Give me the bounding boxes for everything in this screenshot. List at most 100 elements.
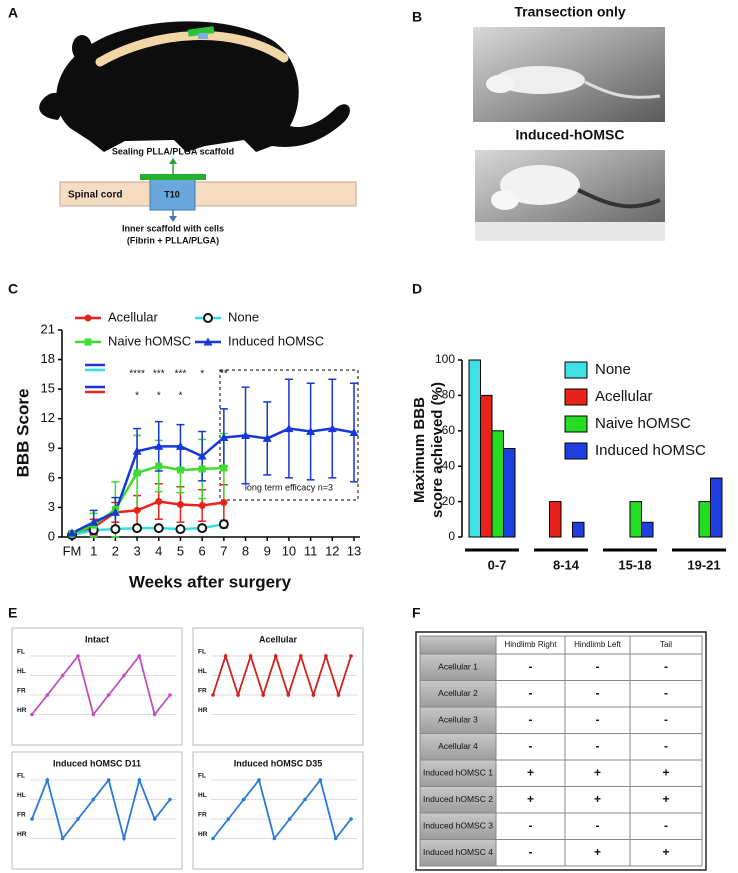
x-axis-label: Weeks after surgery [129, 572, 292, 591]
gait-level-label: HL [198, 792, 207, 799]
row-header-cell [419, 759, 497, 787]
marker [110, 524, 121, 535]
row-header-cell [419, 812, 497, 840]
gait-line [31, 777, 171, 843]
gait-box [192, 751, 364, 870]
gait-point [261, 693, 265, 697]
y-tick-label: 6 [48, 469, 55, 484]
x-tick-label: 2 [112, 543, 119, 558]
bar [629, 501, 642, 538]
row-label: Induced hOMSC 3 [423, 821, 493, 831]
x-tick-label: 10 [282, 543, 296, 558]
marker [197, 523, 208, 534]
table-value: - [529, 686, 533, 700]
x-tick-label: 11 [304, 543, 318, 558]
gait-line [31, 654, 171, 717]
legend-marker [84, 314, 92, 322]
panel-letter: A [8, 5, 18, 21]
table-cell [564, 653, 631, 681]
y-tick-label: 80 [442, 388, 456, 402]
table-cell [564, 839, 631, 867]
table-value: - [664, 659, 668, 673]
table-cell [495, 759, 566, 787]
row-label: Acellular 4 [438, 741, 478, 751]
gait-point [349, 817, 353, 821]
gait-point [336, 693, 341, 697]
y-tick-label: 15 [41, 381, 55, 396]
table-cell [495, 733, 566, 761]
table-cell [629, 733, 703, 761]
bar [491, 430, 504, 538]
row-label: Acellular 3 [438, 715, 478, 725]
y-axis-label: Maximum BBB [411, 397, 428, 503]
bar [468, 359, 481, 538]
y-tick-label: 0 [48, 528, 55, 543]
gait-point [324, 654, 328, 658]
gait-point [152, 712, 157, 717]
photo-caption: Induced-hOMSC [516, 127, 625, 143]
marker [198, 465, 206, 473]
table-value: + [594, 765, 601, 779]
x-tick-label: 12 [325, 543, 339, 558]
gait-point [60, 836, 65, 841]
scaffold-label: Sealing PLLA/PLGA scaffold [112, 146, 234, 156]
y-tick-label: 0 [448, 529, 455, 543]
gait-line [212, 653, 352, 698]
table-value: - [596, 659, 600, 673]
table-value: + [527, 792, 534, 806]
x-tick-label: 3 [133, 543, 140, 558]
table-cell [629, 706, 703, 734]
row-label: Induced hOMSC 4 [423, 847, 493, 857]
gait-box [11, 751, 183, 870]
marker [349, 428, 359, 437]
x-tick-label: 8-14 [553, 557, 580, 572]
gait-point [272, 836, 277, 841]
table-cell [564, 786, 631, 814]
marker [155, 498, 163, 506]
scaffold-diagram [59, 158, 357, 222]
marker [176, 466, 184, 474]
significance-label: *** [153, 369, 165, 380]
significance-label: *** [175, 369, 187, 380]
gait-point [223, 654, 228, 658]
legend-label: Induced hOMSC [595, 442, 706, 459]
marker [67, 528, 77, 537]
series-line [71, 427, 355, 535]
gait-point [226, 817, 231, 821]
x-tick-label: 13 [347, 543, 361, 558]
y-tick-label: 9 [48, 440, 55, 455]
legend-swatch [564, 415, 588, 433]
gait-point [311, 693, 316, 697]
gait-point [303, 797, 307, 802]
gait-point [106, 778, 111, 782]
gait-point [122, 673, 126, 678]
marker [155, 462, 163, 470]
row-header-cell [419, 706, 497, 734]
gait-point [286, 693, 291, 697]
marker [241, 430, 251, 439]
row-label: Induced hOMSC 1 [423, 768, 493, 778]
gait-level-label: FL [17, 773, 25, 780]
bar [698, 501, 711, 538]
legend-swatch [564, 442, 588, 460]
table-value: - [596, 686, 600, 700]
gait-level-label: FL [198, 649, 206, 656]
cord-label: Spinal cord [68, 190, 122, 201]
gait-point [168, 693, 172, 697]
x-tick-label: FM [63, 543, 82, 558]
y-tick-label: 60 [442, 423, 456, 437]
gait-level-label: FR [198, 812, 207, 819]
significance-label: * [179, 391, 183, 402]
row-header-cell [419, 839, 497, 867]
gait-point [45, 693, 50, 697]
photo-caption: Transection only [514, 4, 625, 20]
legend-label: Induced hOMSC [228, 333, 324, 348]
gait-level-label: FL [198, 773, 206, 780]
column-header: Hindlimb Left [574, 640, 621, 649]
marker [175, 524, 186, 535]
series-line [71, 464, 224, 536]
gait-point [60, 673, 65, 678]
legend-marker [84, 338, 92, 346]
table-value: + [662, 845, 669, 859]
marker [110, 507, 120, 516]
